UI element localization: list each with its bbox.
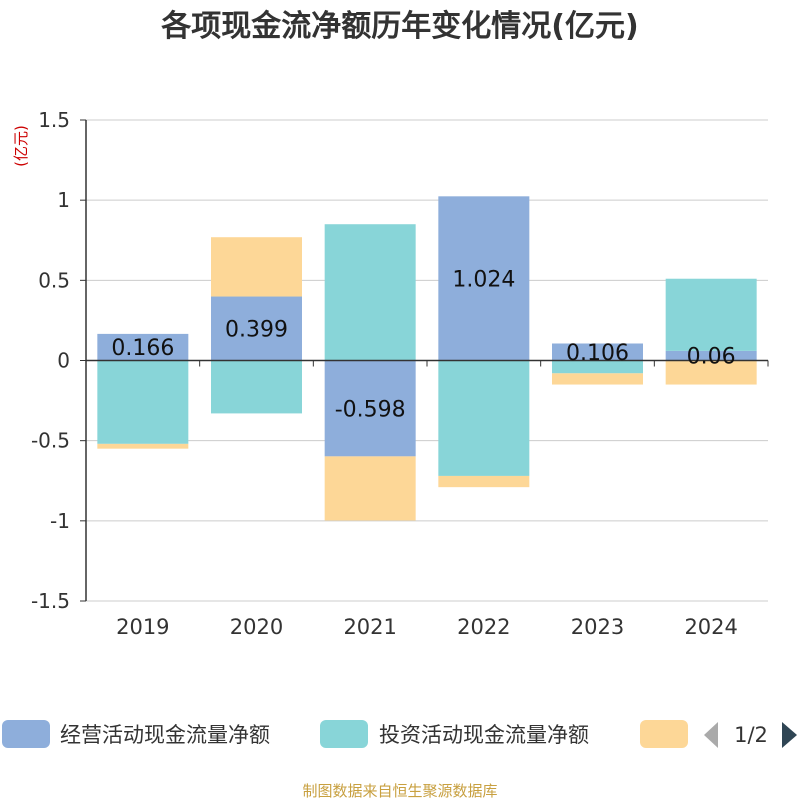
y-tick-label: 0.5 [38, 268, 70, 292]
data-label: 0.399 [225, 318, 288, 343]
source-note: 制图数据来自恒生聚源数据库 [302, 782, 497, 800]
x-tick-label: 2023 [571, 615, 624, 639]
data-label: 0.06 [687, 345, 736, 370]
x-tick-label: 2019 [116, 615, 169, 639]
legend-swatch[interactable] [320, 720, 368, 748]
bar-series2-2020 [211, 360, 302, 414]
bar-series3-2019 [97, 443, 189, 449]
bar-series1-2019 [97, 333, 189, 361]
x-tick-label: 2024 [684, 615, 737, 639]
legend-label[interactable]: 投资活动现金流量净额 [379, 723, 589, 747]
legend-prev-icon[interactable] [704, 722, 718, 748]
data-label: 1.024 [452, 267, 515, 292]
bar-series1-2020 [211, 296, 302, 361]
bar-series2-2024 [665, 278, 757, 351]
bars [97, 196, 757, 521]
data-label: 0.166 [111, 336, 174, 361]
legend-pager-text: 1/2 [734, 723, 768, 747]
bar-series3-2021 [324, 456, 416, 521]
bar-series2-2023 [552, 360, 643, 374]
x-tick-label: 2021 [343, 615, 396, 639]
y-tick-label: -1.5 [31, 589, 70, 613]
y-tick-label: 1 [57, 188, 70, 212]
chart-title: 各项现金流净额历年变化情况(亿元) [160, 9, 638, 44]
legend: 经营活动现金流量净额 投资活动现金流量净额 1/2 [2, 720, 797, 748]
bar-series1-2021 [324, 360, 416, 457]
data-label: -0.598 [335, 397, 406, 422]
bar-series2-2022 [438, 360, 530, 476]
legend-next-icon[interactable] [782, 722, 797, 748]
y-tick-label: -0.5 [31, 429, 70, 453]
bar-labels: 0.166 0.399 -0.598 1.024 0.106 0.06 [111, 267, 735, 422]
x-tick-label: 2022 [457, 615, 510, 639]
x-tick-label: 2020 [230, 615, 283, 639]
bar-series1-2022 [438, 196, 530, 361]
y-tick-label: 0 [57, 349, 70, 373]
y-tick-label: 1.5 [38, 108, 70, 132]
bar-series3-2024 [665, 360, 757, 385]
bar-series2-2019 [97, 360, 189, 444]
bar-series1-2023 [552, 343, 643, 361]
bar-series3-2022 [438, 475, 530, 488]
legend-swatch[interactable] [640, 720, 688, 748]
data-label: 0.106 [566, 341, 629, 366]
legend-label[interactable]: 经营活动现金流量净额 [60, 723, 270, 747]
bar-series3-2020 [211, 237, 302, 297]
axes: 1.5 1 0.5 0 -0.5 -1 -1.5 2019 2020 2021 2022 2023 20… [31, 108, 769, 639]
bar-series2-2021 [324, 224, 416, 361]
y-tick-label: -1 [50, 509, 70, 533]
legend-swatch[interactable] [2, 720, 50, 748]
bar-series1-2024 [665, 350, 757, 361]
y-axis-unit: (亿元) [12, 125, 30, 167]
bar-series3-2023 [552, 373, 643, 385]
